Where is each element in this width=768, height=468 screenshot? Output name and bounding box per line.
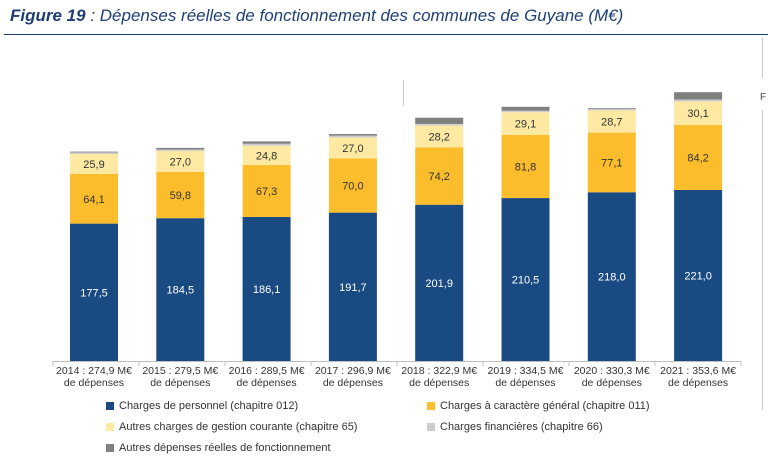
x-tick-label: 2015 : 279,5 M€ — [142, 365, 218, 377]
bar-segment-caractere_general — [70, 174, 118, 224]
bar-segment-autres — [70, 151, 118, 153]
data-label-gestion_courante: 29,1 — [515, 118, 536, 130]
x-tick-label-line2: de dépenses — [323, 377, 383, 389]
bar-segment-caractere_general — [415, 147, 464, 205]
x-tick-label: 2014 : 274,9 M€ — [56, 365, 132, 377]
bar-segment-gestion_courante — [156, 151, 205, 172]
data-label-gestion_courante: 27,0 — [342, 143, 363, 155]
data-label-caractere_general: 70,0 — [342, 181, 363, 193]
bar-segment-autres — [415, 117, 464, 124]
bar-segment-caractere_general — [587, 132, 636, 193]
bar-segment-gestion_courante — [328, 137, 377, 159]
bar-segment-personnel — [674, 189, 723, 361]
bar-segment-caractere_general — [501, 134, 550, 199]
clipped-edge-text: F — [760, 92, 767, 103]
data-label-gestion_courante: 30,1 — [687, 108, 708, 120]
bar-segment-gestion_courante — [242, 145, 291, 165]
bar-segment-personnel — [501, 198, 550, 361]
bar-segment-gestion_courante — [415, 125, 464, 148]
x-tick-label-line2: de dépenses — [150, 377, 210, 389]
bar-segment-caractere_general — [674, 124, 723, 190]
data-label-caractere_general: 74,2 — [428, 171, 449, 183]
bar-segment-financieres — [587, 108, 636, 111]
data-label-caractere_general: 67,3 — [256, 186, 277, 198]
data-label-personnel: 177,5 — [80, 287, 108, 299]
x-tick-label-line2: de dépenses — [495, 377, 555, 389]
data-label-caractere_general: 81,8 — [515, 161, 536, 173]
data-label-gestion_courante: 28,2 — [428, 131, 449, 143]
bar-segment-gestion_courante — [674, 101, 723, 125]
bar-segment-autres — [501, 106, 550, 111]
bar-segment-autres — [328, 134, 377, 136]
x-tick-label-line2: de dépenses — [64, 377, 124, 389]
bar-segment-personnel — [70, 223, 118, 361]
x-tick-label: 2021 : 353,6 M€ — [660, 365, 736, 377]
bar-segment-gestion_courante — [501, 112, 550, 135]
data-label-personnel: 210,5 — [512, 275, 540, 287]
plot-divider — [403, 80, 404, 106]
data-label-caractere_general: 59,8 — [170, 190, 191, 202]
x-tick-label: 2018 : 322,9 M€ — [401, 365, 477, 377]
data-label-caractere_general: 84,2 — [687, 152, 708, 164]
bar-segment-autres — [674, 92, 723, 100]
bar-segment-financieres — [415, 123, 464, 126]
title-text: : Dépenses réelles de fonctionnement des… — [85, 6, 624, 25]
x-tick-label-line2: de dépenses — [409, 377, 469, 389]
bar-segment-personnel — [587, 192, 636, 361]
data-label-personnel: 218,0 — [598, 272, 626, 284]
bar-segment-caractere_general — [156, 171, 205, 219]
right-divider-top — [762, 38, 763, 78]
bar-segment-financieres — [674, 99, 723, 102]
bar-segment-autres — [242, 141, 291, 144]
figure-label: Figure 19 — [10, 6, 86, 25]
bar-segment-caractere_general — [328, 158, 377, 213]
x-tick-label: 2020 : 330,3 M€ — [574, 365, 650, 377]
data-label-personnel: 221,0 — [684, 270, 712, 282]
data-label-gestion_courante: 24,8 — [256, 150, 277, 162]
bar-segment-gestion_courante — [587, 110, 636, 133]
bar-segment-personnel — [242, 216, 291, 361]
chart-title: Figure 19 : Dépenses réelles de fonction… — [10, 6, 623, 26]
data-label-personnel: 191,7 — [339, 282, 367, 294]
x-tick-label-line2: de dépenses — [668, 377, 728, 389]
x-tick-label-line2: de dépenses — [237, 377, 297, 389]
bar-segment-financieres — [242, 143, 291, 146]
data-label-gestion_courante: 25,9 — [83, 159, 104, 171]
bar-segment-personnel — [156, 218, 205, 361]
bar-segment-financieres — [70, 152, 118, 154]
bar-segment-caractere_general — [242, 164, 291, 217]
x-tick-label-line2: de dépenses — [582, 377, 642, 389]
data-label-gestion_courante: 27,0 — [170, 156, 191, 168]
data-label-personnel: 201,9 — [425, 278, 453, 290]
data-label-personnel: 184,5 — [167, 285, 195, 297]
data-label-gestion_courante: 28,7 — [601, 116, 622, 128]
title-underline — [4, 34, 768, 35]
bar-segment-personnel — [328, 212, 377, 361]
data-label-personnel: 186,1 — [253, 284, 281, 296]
bar-segment-autres — [156, 147, 205, 150]
data-label-caractere_general: 77,1 — [601, 157, 622, 169]
bar-segment-financieres — [328, 135, 377, 138]
x-tick-label: 2019 : 334,5 M€ — [488, 365, 564, 377]
bar-segment-gestion_courante — [70, 153, 118, 175]
x-tick-label: 2017 : 296,9 M€ — [315, 365, 391, 377]
bar-segment-financieres — [501, 110, 550, 113]
bar-segment-autres — [587, 108, 636, 109]
bar-segment-personnel — [415, 204, 464, 361]
data-label-caractere_general: 64,1 — [83, 194, 104, 206]
x-tick-label: 2016 : 289,5 M€ — [229, 365, 305, 377]
bar-segment-financieres — [156, 149, 205, 152]
right-divider-bottom — [762, 110, 763, 410]
